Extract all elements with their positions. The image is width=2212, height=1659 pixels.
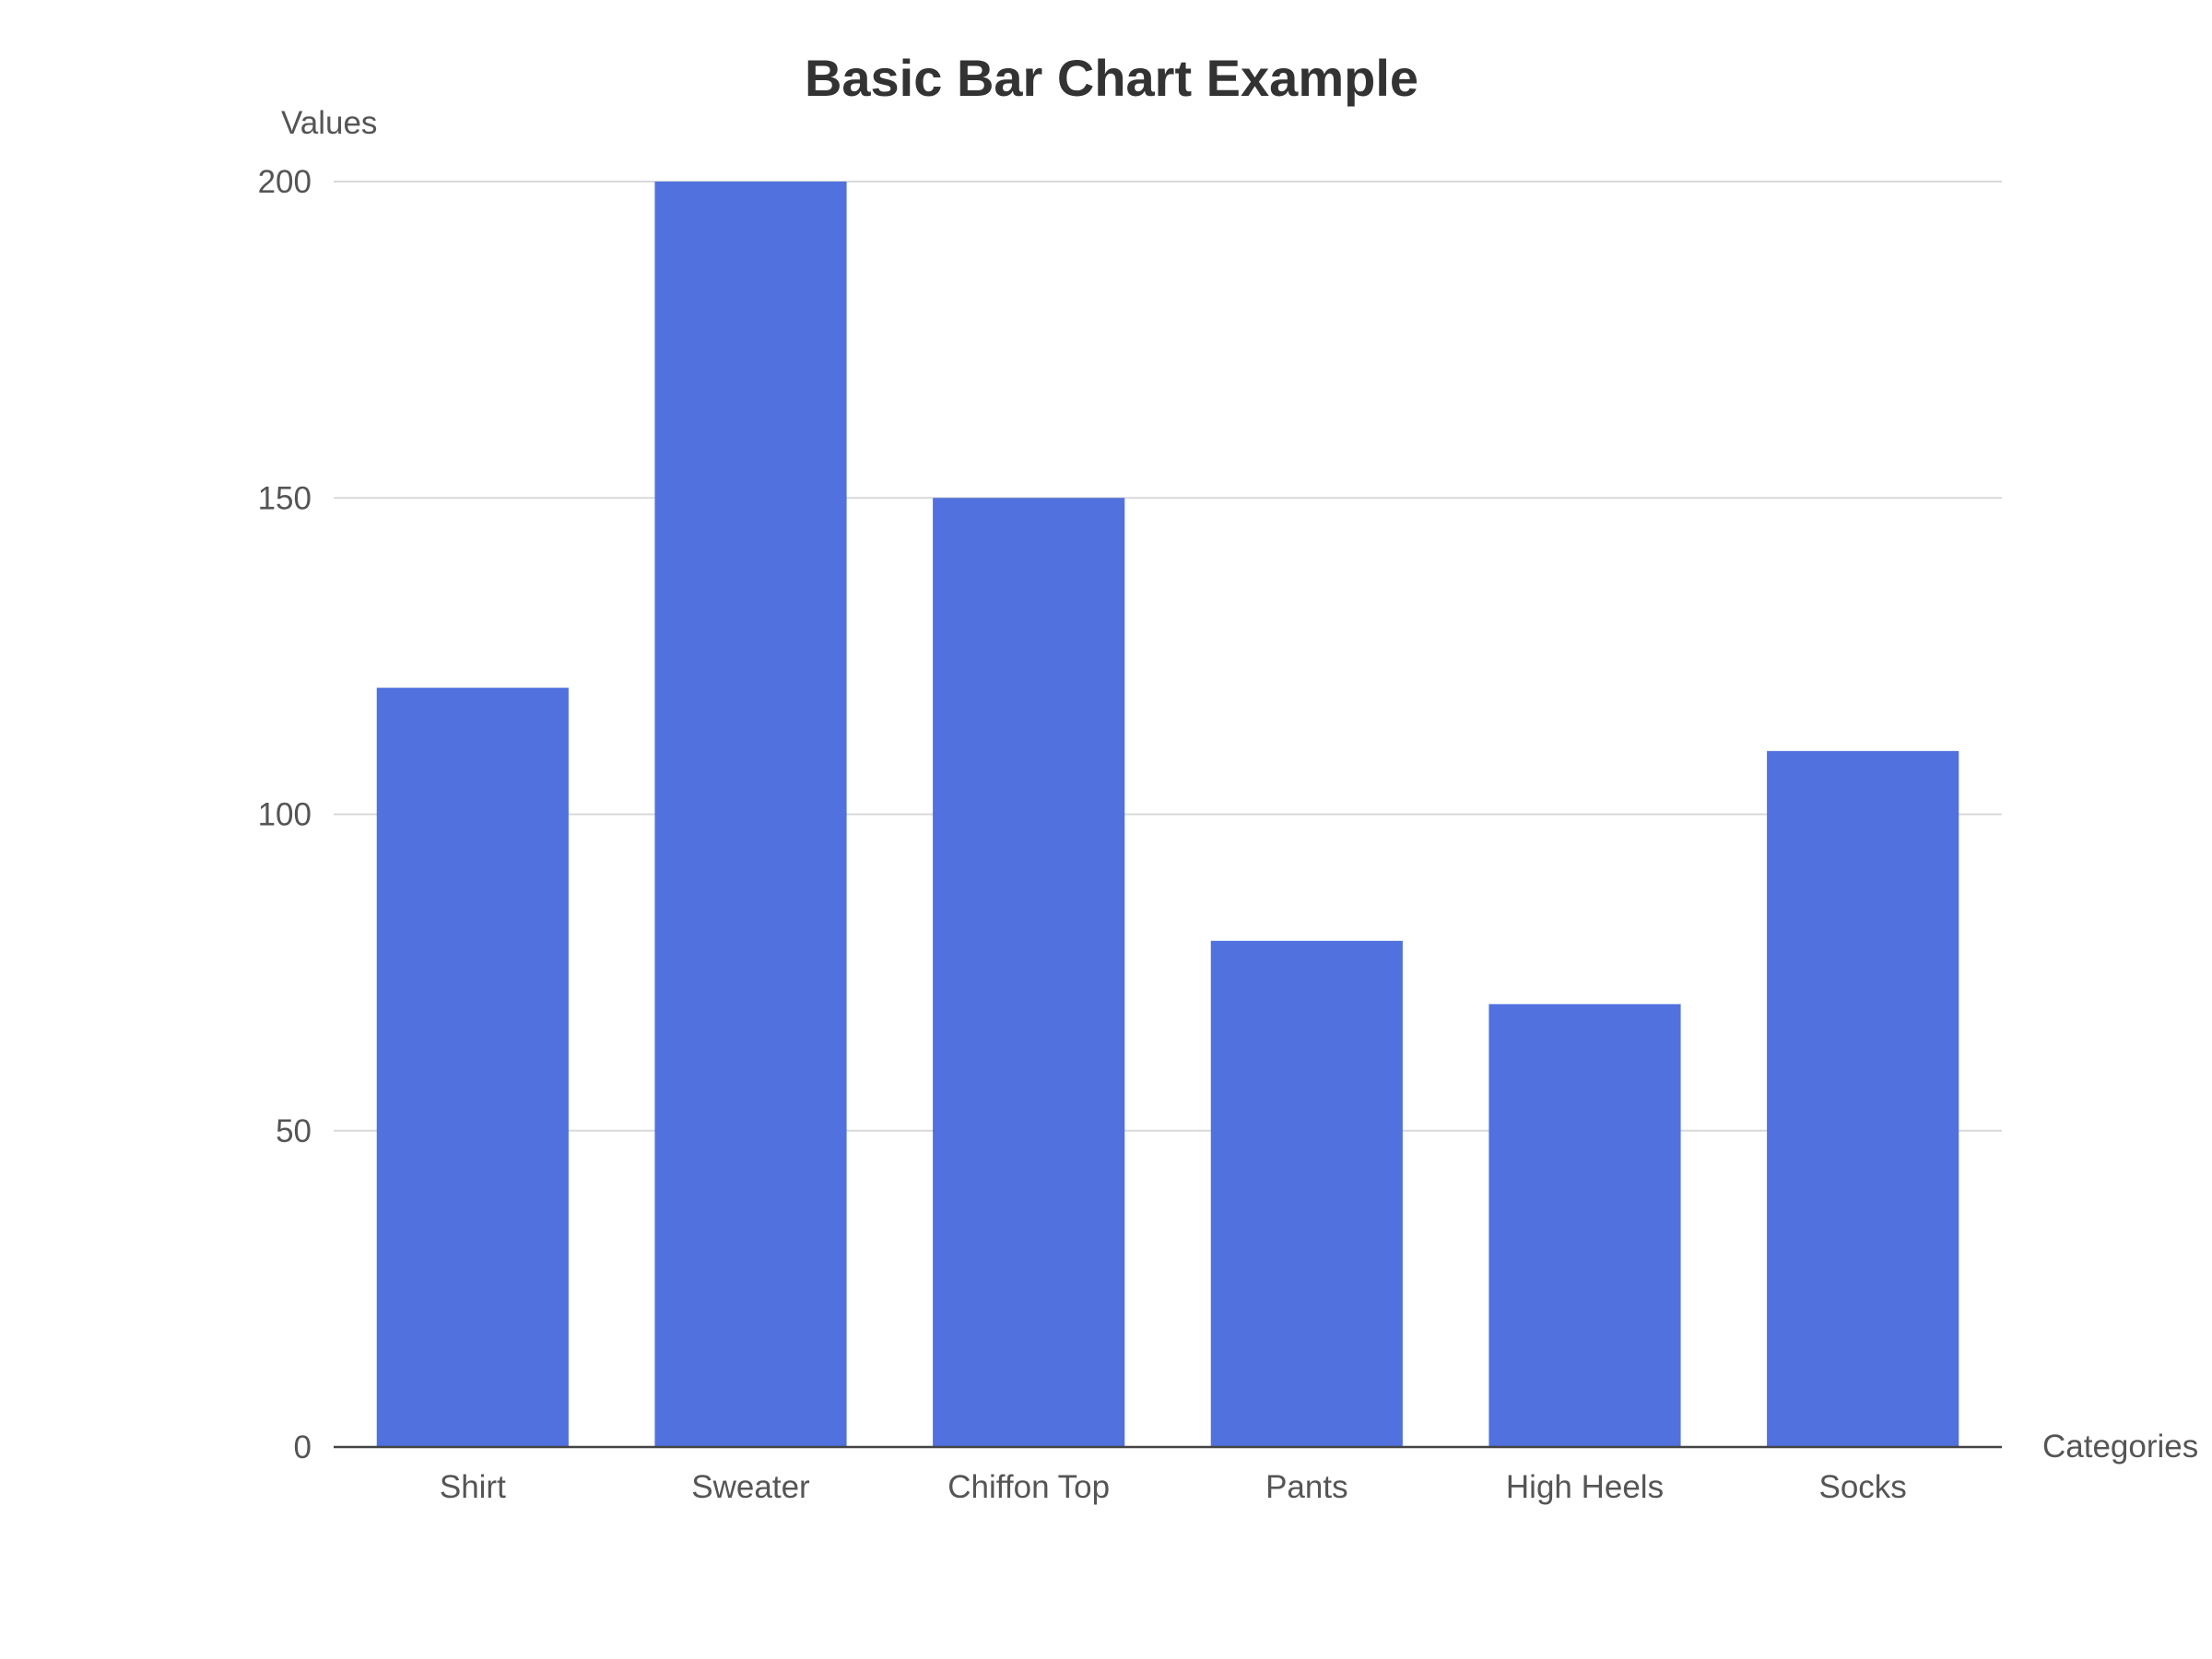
y-axis-title: Values (281, 105, 377, 141)
bar-shirt (376, 688, 569, 1447)
bar-chiffon-top (933, 498, 1125, 1447)
bars (376, 182, 1959, 1447)
y-tick-label: 0 (294, 1430, 312, 1465)
y-tick-label: 100 (258, 797, 312, 833)
y-tick-label: 150 (258, 480, 312, 516)
x-tick-label: Chiffon Top (947, 1469, 1110, 1505)
bar-pants (1210, 940, 1403, 1447)
chart-title: Basic Bar Chart Example (805, 49, 1418, 107)
x-tick-label: Pants (1265, 1469, 1348, 1505)
x-axis-title: Categories (2042, 1429, 2198, 1465)
x-tick-label: Sweater (691, 1469, 810, 1505)
bar-sweater (654, 182, 847, 1447)
bar-high-heels (1488, 1004, 1681, 1447)
x-tick-label: Shirt (440, 1469, 506, 1505)
gridlines (334, 181, 2002, 1132)
x-tick-label: High Heels (1506, 1469, 1664, 1505)
y-axis-ticks: 0 50 100 150 200 (258, 164, 312, 1465)
x-axis-ticks: Shirt Sweater Chiffon Top Pants High Heels So… (440, 1469, 1907, 1505)
bar-socks (1767, 750, 1959, 1447)
y-tick-label: 200 (258, 164, 312, 200)
x-tick-label: Socks (1819, 1469, 1907, 1505)
y-tick-label: 50 (276, 1113, 312, 1149)
